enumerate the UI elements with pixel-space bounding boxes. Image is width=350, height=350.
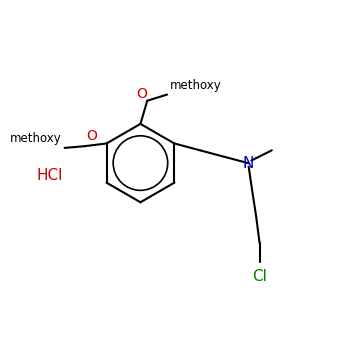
Text: Cl: Cl (252, 269, 267, 284)
Text: O: O (136, 87, 147, 101)
Text: O: O (86, 130, 97, 144)
Text: methoxy: methoxy (170, 79, 222, 92)
Text: methoxy: methoxy (10, 132, 62, 145)
Text: N: N (243, 156, 254, 171)
Text: HCl: HCl (36, 168, 63, 182)
